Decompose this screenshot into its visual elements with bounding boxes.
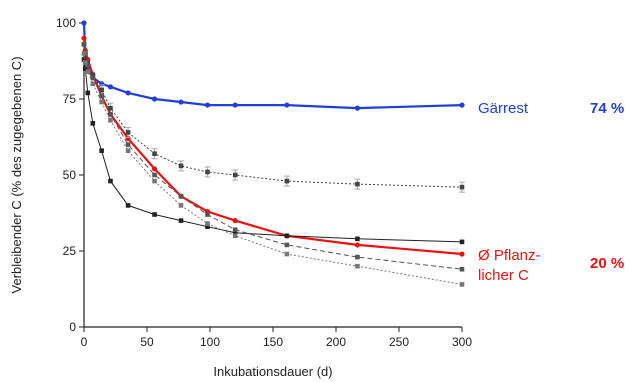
annotation-garrest-label: Gärrest [478, 100, 529, 117]
data-point [99, 148, 104, 153]
data-point [232, 230, 238, 236]
data-point [81, 35, 87, 41]
data-point [90, 81, 96, 87]
data-point [459, 251, 465, 257]
y-tick-label: 75 [63, 92, 77, 106]
data-point [354, 242, 361, 248]
data-point [81, 20, 87, 26]
data-point [459, 102, 465, 108]
data-point [81, 41, 87, 47]
data-point [151, 166, 158, 172]
annotation-plant-label-2: licher C [478, 267, 529, 284]
x-tick-label: 300 [452, 335, 472, 349]
x-tick-label: 250 [389, 335, 409, 349]
axes: 0 25 50 75 100 0 50 100 150 200 250 300 [56, 16, 472, 349]
data-point [85, 60, 91, 65]
x-tick-label: 200 [326, 335, 346, 349]
data-point [108, 178, 113, 184]
data-point [232, 218, 238, 224]
data-point [354, 105, 361, 111]
data-point [81, 51, 87, 56]
data-point [355, 181, 360, 187]
y-tick-label: 25 [63, 244, 77, 258]
data-point [284, 178, 290, 184]
series-line-0 [82, 22, 463, 110]
data-point [82, 66, 88, 71]
data-point [108, 105, 113, 111]
x-axis-title: Inkubationsdauer (d) [213, 364, 332, 379]
data-point [355, 236, 360, 242]
data-point [107, 84, 114, 90]
data-point [125, 203, 131, 208]
data-point [232, 233, 238, 239]
data-point [178, 203, 184, 208]
data-point [284, 242, 290, 248]
data-point [459, 184, 465, 190]
x-tick-label: 50 [140, 335, 154, 349]
data-point [85, 90, 91, 96]
labels: Inkubationsdauer (d) Verbleibender C (% d… [9, 56, 624, 379]
data-point [459, 282, 465, 287]
data-point [90, 75, 96, 81]
data-point [205, 212, 210, 217]
data-point [205, 169, 210, 175]
data-point [152, 151, 157, 157]
data-point [125, 90, 131, 96]
data-point [82, 60, 88, 65]
data-point [178, 193, 184, 199]
data-point [108, 111, 113, 117]
data-point [178, 163, 184, 169]
data-point [284, 102, 290, 108]
x-tick-label: 100 [200, 335, 220, 349]
y-tick-label: 50 [63, 168, 77, 182]
data-point [125, 142, 131, 147]
y-tick-label: 100 [56, 16, 76, 30]
annotation-plant-value: 20 % [590, 255, 624, 272]
data-point [178, 99, 184, 105]
data-point [355, 263, 360, 269]
data-point [459, 266, 465, 272]
data-point [108, 117, 113, 123]
x-tick-label: 150 [263, 335, 283, 349]
data-point [99, 99, 104, 105]
x-tick-label: 0 [81, 335, 88, 349]
annotation-garrest-value: 74 % [590, 100, 624, 117]
data-point [151, 96, 158, 102]
data-point [152, 212, 157, 217]
data-point [232, 227, 238, 233]
data-point [85, 63, 91, 68]
data-point [284, 233, 290, 239]
data-point [99, 87, 104, 93]
data-point [205, 224, 210, 229]
plot-area [81, 20, 465, 287]
data-point [284, 251, 290, 257]
data-point [459, 239, 465, 245]
data-point [125, 148, 131, 153]
data-point [125, 130, 131, 135]
data-point [232, 172, 238, 178]
annotation-plant-label-1: Ø Pflanz- [478, 247, 541, 264]
series-line-2 [83, 44, 463, 188]
data-point [81, 57, 87, 62]
data-point [90, 72, 96, 77]
data-point [90, 121, 96, 126]
data-point [152, 178, 157, 184]
data-point [204, 102, 211, 108]
data-point [205, 221, 210, 226]
y-tick-label: 0 [69, 320, 76, 334]
series-line-3 [83, 59, 463, 243]
y-axis-title: Verbleibender C (% des zugegebenen C) [9, 56, 24, 293]
data-point [152, 172, 157, 178]
data-point [355, 254, 360, 260]
data-point [232, 102, 238, 108]
data-point [178, 218, 184, 223]
series-line-4 [83, 44, 463, 270]
data-point [85, 69, 91, 74]
series-line-1 [82, 38, 463, 256]
data-point [99, 93, 104, 99]
